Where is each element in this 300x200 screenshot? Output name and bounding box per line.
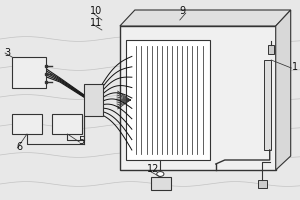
Text: 6: 6	[16, 142, 22, 152]
Bar	[258, 180, 267, 188]
Bar	[264, 60, 271, 150]
Bar	[12, 57, 46, 88]
Text: 3: 3	[4, 48, 10, 58]
Polygon shape	[276, 10, 291, 170]
Polygon shape	[120, 10, 291, 26]
Text: 5: 5	[78, 136, 84, 146]
Text: 10: 10	[90, 6, 102, 16]
Text: 9: 9	[180, 6, 186, 16]
Bar	[120, 26, 276, 170]
Circle shape	[157, 172, 164, 176]
Bar	[126, 40, 210, 160]
Bar	[151, 177, 171, 190]
Text: 11: 11	[90, 18, 102, 28]
Text: 1: 1	[292, 62, 298, 72]
Bar	[84, 84, 104, 116]
Bar	[268, 45, 274, 54]
Bar	[12, 114, 42, 134]
Text: 12: 12	[147, 164, 159, 174]
Bar	[52, 114, 83, 134]
